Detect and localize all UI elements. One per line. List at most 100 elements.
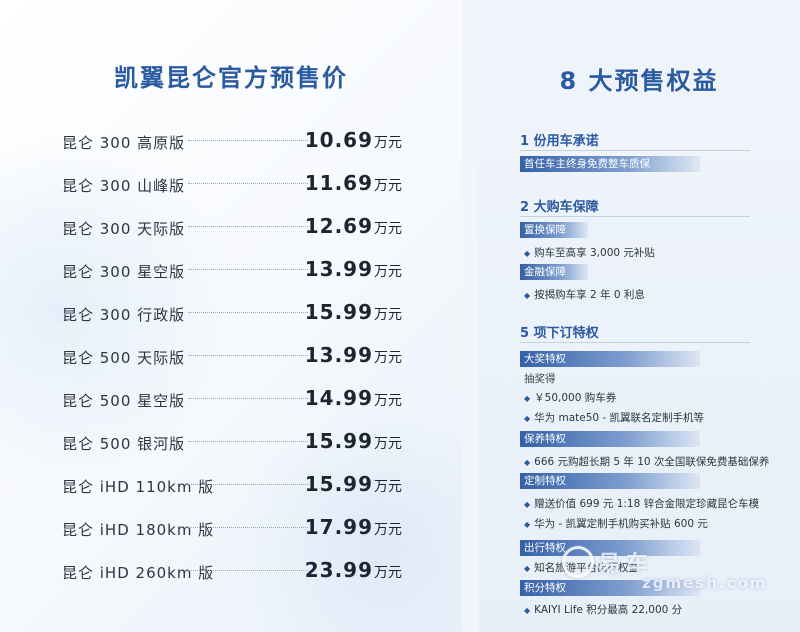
- benefit-bar-prize: 大奖特权: [520, 351, 700, 367]
- price-unit: 万元: [374, 393, 402, 409]
- benefit-item: ◆ KAIYI Life 积分最高 22,000 分: [524, 604, 683, 616]
- watermark-text: 易车: [598, 552, 655, 577]
- model-name: 昆仑 iHD 180km 版: [62, 521, 215, 539]
- price-row: 昆仑 iHD 180km 版 17.99万元: [62, 511, 402, 554]
- price-number: 23.99: [304, 558, 373, 582]
- benefit-note: 抽奖得: [524, 373, 556, 385]
- price-number: 17.99: [304, 515, 373, 539]
- benefit-item: ◆ 华为 - 凯翼定制手机购买补贴 600 元: [524, 518, 708, 530]
- watermark-logo-icon: [562, 546, 594, 578]
- price-number: 12.69: [304, 214, 373, 238]
- model-name: 昆仑 300 行政版: [62, 306, 186, 324]
- model-name: 昆仑 iHD 110km 版: [62, 478, 215, 496]
- model-name: 昆仑 iHD 260km 版: [62, 564, 215, 582]
- section-divider: [520, 216, 750, 217]
- price-number: 13.99: [304, 257, 373, 281]
- price-value: 15.99万元: [305, 429, 402, 453]
- dotted-leader: [188, 527, 308, 528]
- price-panel-title: 凯翼昆仑官方预售价: [114, 64, 348, 92]
- price-value: 23.99万元: [305, 558, 402, 582]
- dotted-leader: [188, 484, 308, 485]
- diamond-bullet-icon: ◆: [524, 458, 531, 467]
- price-value: 13.99万元: [305, 343, 402, 367]
- price-unit: 万元: [374, 436, 402, 452]
- price-row: 昆仑 500 星空版 14.99万元: [62, 382, 402, 425]
- price-value: 17.99万元: [305, 515, 402, 539]
- benefit-bar-trade-in: 置换保障: [520, 222, 588, 238]
- price-row: 昆仑 300 星空版 13.99万元: [62, 253, 402, 296]
- diamond-bullet-icon: ◆: [524, 394, 531, 403]
- model-name: 昆仑 500 星空版: [62, 392, 186, 410]
- price-row: 昆仑 300 山峰版 11.69万元: [62, 167, 402, 210]
- benefit-bar-custom: 定制特权: [520, 473, 700, 489]
- model-name: 昆仑 300 天际版: [62, 220, 186, 238]
- price-number: 15.99: [304, 300, 373, 324]
- diamond-bullet-icon: ◆: [524, 606, 531, 615]
- benefits-panel-title: 8 大预售权益: [559, 67, 719, 95]
- price-unit: 万元: [374, 565, 402, 581]
- diamond-bullet-icon: ◆: [524, 249, 531, 258]
- price-value: 10.69万元: [305, 128, 402, 152]
- price-row: 昆仑 300 天际版 12.69万元: [62, 210, 402, 253]
- price-value: 11.69万元: [305, 171, 402, 195]
- dotted-leader: [188, 570, 308, 571]
- dotted-leader: [188, 441, 308, 442]
- benefit-item: ◆ 按揭购车享 2 年 0 利息: [524, 289, 645, 301]
- price-number: 15.99: [304, 429, 373, 453]
- section-divider: [520, 342, 750, 343]
- price-number: 13.99: [304, 343, 373, 367]
- price-number: 15.99: [304, 472, 373, 496]
- dotted-leader: [188, 269, 308, 270]
- price-number: 10.69: [304, 128, 373, 152]
- price-unit: 万元: [374, 479, 402, 495]
- price-value: 14.99万元: [305, 386, 402, 410]
- price-unit: 万元: [374, 264, 402, 280]
- price-row: 昆仑 300 高原版 10.69万元: [62, 124, 402, 167]
- benefit-item: ◆ 666 元购超长期 5 年 10 次全国联保免费基础保养: [524, 456, 770, 468]
- presale-price-panel: 凯翼昆仑官方预售价 昆仑 300 高原版 10.69万元 昆仑 300 山峰版 11.…: [0, 0, 462, 632]
- benefit-bar-points: 积分特权: [520, 580, 700, 596]
- price-value: 12.69万元: [305, 214, 402, 238]
- model-name: 昆仑 300 星空版: [62, 263, 186, 281]
- section-heading-purchase-guarantee: 2 大购车保障: [520, 200, 599, 215]
- benefit-bar-warranty: 首任车主终身免费整车质保: [520, 156, 700, 172]
- price-value: 13.99万元: [305, 257, 402, 281]
- price-number: 11.69: [304, 171, 373, 195]
- dotted-leader: [188, 355, 308, 356]
- price-row: 昆仑 iHD 260km 版 23.99万元: [62, 554, 402, 597]
- price-value: 15.99万元: [305, 300, 402, 324]
- dotted-leader: [188, 183, 308, 184]
- dotted-leader: [188, 226, 308, 227]
- price-row: 昆仑 300 行政版 15.99万元: [62, 296, 402, 339]
- dotted-leader: [188, 312, 308, 313]
- diamond-bullet-icon: ◆: [524, 564, 531, 573]
- price-unit: 万元: [374, 221, 402, 237]
- model-name: 昆仑 500 天际版: [62, 349, 186, 367]
- benefit-bar-maintenance: 保养特权: [520, 431, 700, 447]
- dotted-leader: [188, 398, 308, 399]
- price-row: 昆仑 iHD 110km 版 15.99万元: [62, 468, 402, 511]
- price-unit: 万元: [374, 178, 402, 194]
- diamond-bullet-icon: ◆: [524, 414, 531, 423]
- watermark-url: zgmesh.com: [642, 574, 768, 592]
- watermark: 易车 zgmesh.com: [562, 544, 792, 598]
- price-value: 15.99万元: [305, 472, 402, 496]
- diamond-bullet-icon: ◆: [524, 500, 531, 509]
- price-unit: 万元: [374, 522, 402, 538]
- model-name: 昆仑 500 银河版: [62, 435, 186, 453]
- model-name: 昆仑 300 山峰版: [62, 177, 186, 195]
- price-row: 昆仑 500 银河版 15.99万元: [62, 425, 402, 468]
- price-unit: 万元: [374, 135, 402, 151]
- price-unit: 万元: [374, 307, 402, 323]
- diamond-bullet-icon: ◆: [524, 520, 531, 529]
- benefit-item: ◆ ￥50,000 购车券: [524, 392, 617, 404]
- benefit-item: ◆ 赠送价值 699 元 1:18 锌合金限定珍藏昆仑车模: [524, 498, 760, 510]
- model-name: 昆仑 300 高原版: [62, 134, 186, 152]
- benefits-panel: 8 大预售权益 1 份用车承诺 首任车主终身免费整车质保 2 大购车保障 置换保…: [478, 0, 800, 632]
- dotted-leader: [188, 140, 308, 141]
- section-heading-commitment: 1 份用车承诺: [520, 134, 599, 149]
- section-heading-order-privileges: 5 项下订特权: [520, 326, 599, 341]
- price-row: 昆仑 500 天际版 13.99万元: [62, 339, 402, 382]
- price-unit: 万元: [374, 350, 402, 366]
- diamond-bullet-icon: ◆: [524, 291, 531, 300]
